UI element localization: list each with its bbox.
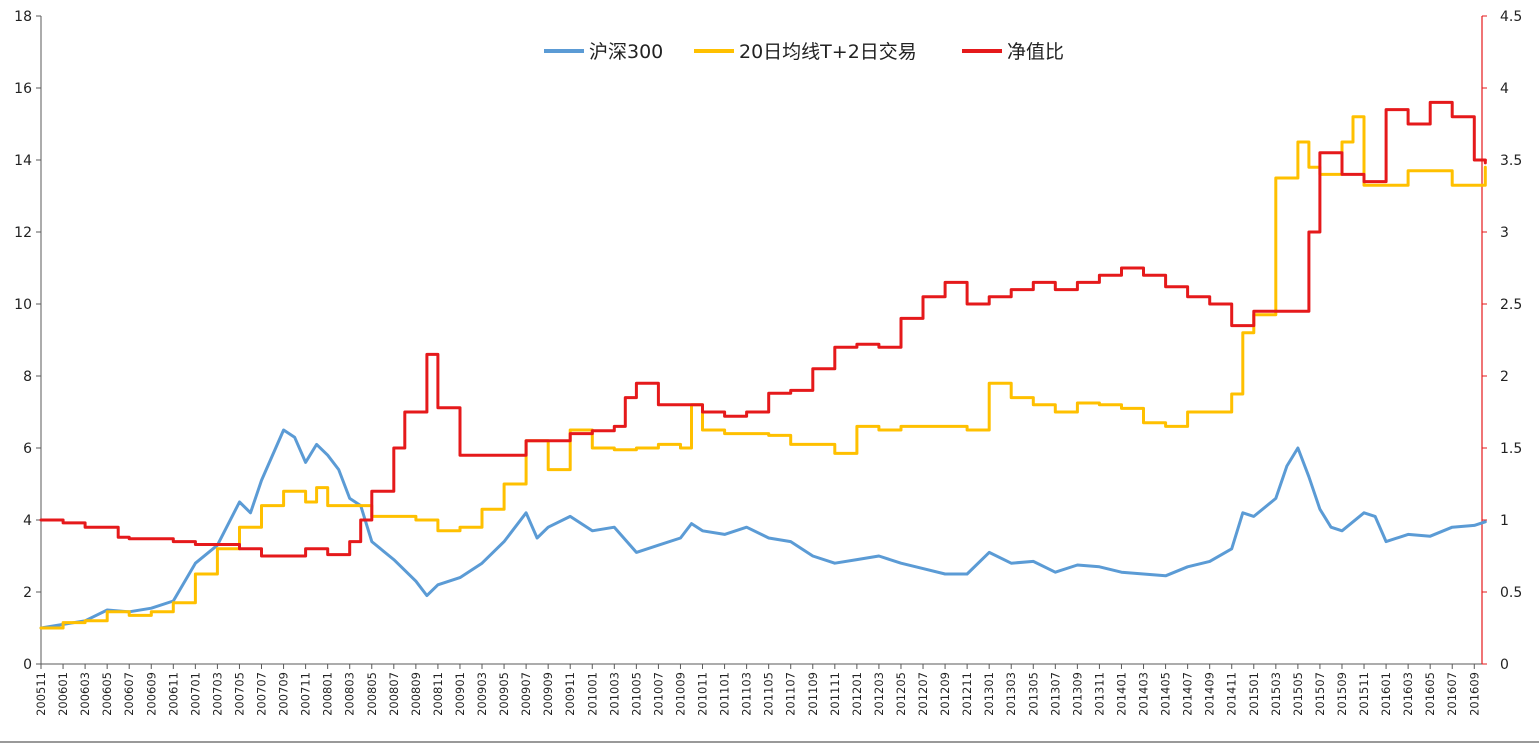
x-tick-label: 201005 — [629, 672, 643, 716]
x-tick-label: 201307 — [1048, 672, 1062, 716]
x-tick-label: 201409 — [1203, 672, 1217, 716]
x-tick-label: 201405 — [1159, 672, 1173, 716]
x-tick-label: 201209 — [938, 672, 952, 716]
left-tick-label: 6 — [23, 441, 32, 457]
left-tick-label: 0 — [23, 657, 32, 673]
x-tick-label: 200801 — [321, 672, 335, 716]
right-tick-label: 2.5 — [1500, 297, 1522, 313]
x-tick-label: 201001 — [585, 672, 599, 716]
x-tick-label: 201411 — [1225, 672, 1239, 716]
x-tick-label: 200611 — [166, 672, 180, 716]
x-tick-label: 201009 — [673, 672, 687, 716]
x-tick-label: 200901 — [453, 672, 467, 716]
right-tick-label: 3 — [1500, 225, 1509, 241]
x-tick-label: 201109 — [806, 672, 820, 716]
x-tick-label: 200609 — [144, 672, 158, 716]
x-tick-label: 201011 — [696, 672, 710, 716]
x-tick-label: 201507 — [1313, 672, 1327, 716]
series-lines — [39, 100, 1487, 630]
legend-label: 沪深300 — [589, 41, 663, 63]
x-tick-label: 201303 — [1004, 672, 1018, 716]
x-tick-label: 200809 — [409, 672, 423, 716]
x-tick-label: 200805 — [365, 672, 379, 716]
right-tick-label: 1.5 — [1500, 441, 1522, 457]
x-tick-label: 201105 — [762, 672, 776, 716]
series-line-2 — [39, 115, 1487, 630]
x-tick-label: 201401 — [1114, 672, 1128, 716]
x-tick-label: 200903 — [475, 672, 489, 716]
x-tick-label: 200605 — [100, 672, 114, 716]
x-tick-label: 200707 — [255, 672, 269, 716]
right-tick-label: 2 — [1500, 369, 1509, 385]
x-tick-label: 200511 — [34, 672, 48, 716]
series-line-1 — [39, 428, 1487, 630]
x-tick-label: 201101 — [718, 672, 732, 716]
x-tick-label: 200711 — [299, 672, 313, 716]
x-tick-label: 201211 — [960, 672, 974, 716]
x-tick-label: 201509 — [1335, 672, 1349, 716]
left-tick-label: 16 — [14, 81, 32, 97]
x-tick-label: 200803 — [343, 672, 357, 716]
x-tick-label: 201305 — [1026, 672, 1040, 716]
x-tick-label: 200601 — [56, 672, 70, 716]
right-tick-label: 0.5 — [1500, 585, 1522, 601]
right-tick-label: 3.5 — [1500, 153, 1522, 169]
x-tick-label: 201003 — [607, 672, 621, 716]
left-tick-label: 8 — [23, 369, 32, 385]
axes: 0 2 4 6 8 10 12 14 16 18 0 0.5 1 1.5 2 2.5 3 3.5 4 4.5 20051… — [0, 9, 1539, 743]
x-tick-label: 201511 — [1357, 672, 1371, 716]
x-tick-label: 200807 — [387, 672, 401, 716]
x-tick-label: 201609 — [1467, 672, 1481, 716]
x-tick-label: 201203 — [872, 672, 886, 716]
x-tick-label: 201607 — [1445, 672, 1459, 716]
x-tick-label: 200811 — [431, 672, 445, 716]
x-tick-label: 200607 — [122, 672, 136, 716]
x-tick-label: 200905 — [497, 672, 511, 716]
x-tick-label: 201309 — [1070, 672, 1084, 716]
left-tick-label: 2 — [23, 585, 32, 601]
right-tick-label: 4 — [1500, 81, 1509, 97]
x-tick-label: 201111 — [828, 672, 842, 716]
x-tick-label: 201603 — [1401, 672, 1415, 716]
legend-label: 净值比 — [1007, 41, 1064, 63]
x-tick-label: 201601 — [1379, 672, 1393, 716]
right-tick-label: 0 — [1500, 657, 1509, 673]
series-line-3 — [39, 100, 1487, 558]
left-tick-label: 18 — [14, 9, 32, 25]
left-tick-label: 14 — [14, 153, 32, 169]
x-tick-label: 201201 — [850, 672, 864, 716]
x-tick-label: 201207 — [916, 672, 930, 716]
left-tick-label: 12 — [14, 225, 32, 241]
x-tick-label: 201107 — [784, 672, 798, 716]
x-tick-label: 201103 — [740, 672, 754, 716]
x-tick-label: 201505 — [1291, 672, 1305, 716]
legend-label: 20日均线T+2日交易 — [739, 41, 917, 63]
x-tick-label: 200603 — [78, 672, 92, 716]
x-tick-label: 200701 — [188, 672, 202, 716]
left-tick-label: 10 — [14, 297, 32, 313]
x-tick-label: 201311 — [1092, 672, 1106, 716]
x-tick-label: 201501 — [1247, 672, 1261, 716]
x-tick-label: 201605 — [1423, 672, 1437, 716]
left-tick-label: 4 — [23, 513, 32, 529]
x-tick-label: 200709 — [277, 672, 291, 716]
x-tick-label: 200907 — [519, 672, 533, 716]
x-tick-label: 201007 — [651, 672, 665, 716]
x-tick-label: 200705 — [232, 672, 246, 716]
legend: 沪深300 20日均线T+2日交易 净值比 — [544, 41, 1064, 63]
x-tick-label: 200909 — [541, 672, 555, 716]
x-tick-label: 201403 — [1137, 672, 1151, 716]
x-tick-label: 201301 — [982, 672, 996, 716]
right-tick-label: 1 — [1500, 513, 1509, 529]
x-tick-label: 200703 — [210, 672, 224, 716]
x-tick-label: 201407 — [1181, 672, 1195, 716]
x-tick-label: 200911 — [563, 672, 577, 716]
x-tick-label: 201205 — [894, 672, 908, 716]
x-tick-label: 201503 — [1269, 672, 1283, 716]
right-tick-label: 4.5 — [1500, 9, 1522, 25]
